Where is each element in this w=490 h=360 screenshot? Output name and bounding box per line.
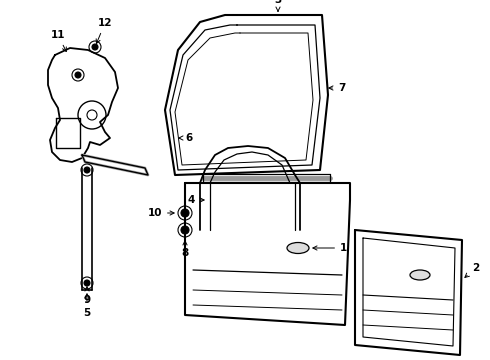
Text: 10: 10	[147, 208, 174, 218]
Text: 4: 4	[188, 195, 204, 205]
Text: 2: 2	[465, 263, 479, 278]
Text: 6: 6	[179, 133, 193, 143]
Text: 1: 1	[313, 243, 347, 253]
Circle shape	[92, 44, 98, 50]
Circle shape	[181, 226, 189, 234]
Circle shape	[84, 167, 90, 173]
Text: 8: 8	[181, 241, 189, 258]
Ellipse shape	[287, 243, 309, 253]
Text: 12: 12	[96, 18, 112, 44]
Circle shape	[75, 72, 81, 78]
Circle shape	[84, 280, 90, 286]
Text: 7: 7	[329, 83, 345, 93]
Circle shape	[181, 209, 189, 217]
Text: 9: 9	[83, 287, 91, 305]
Text: 11: 11	[51, 30, 66, 51]
Ellipse shape	[410, 270, 430, 280]
Text: 5: 5	[83, 294, 91, 318]
Text: 3: 3	[274, 0, 282, 11]
